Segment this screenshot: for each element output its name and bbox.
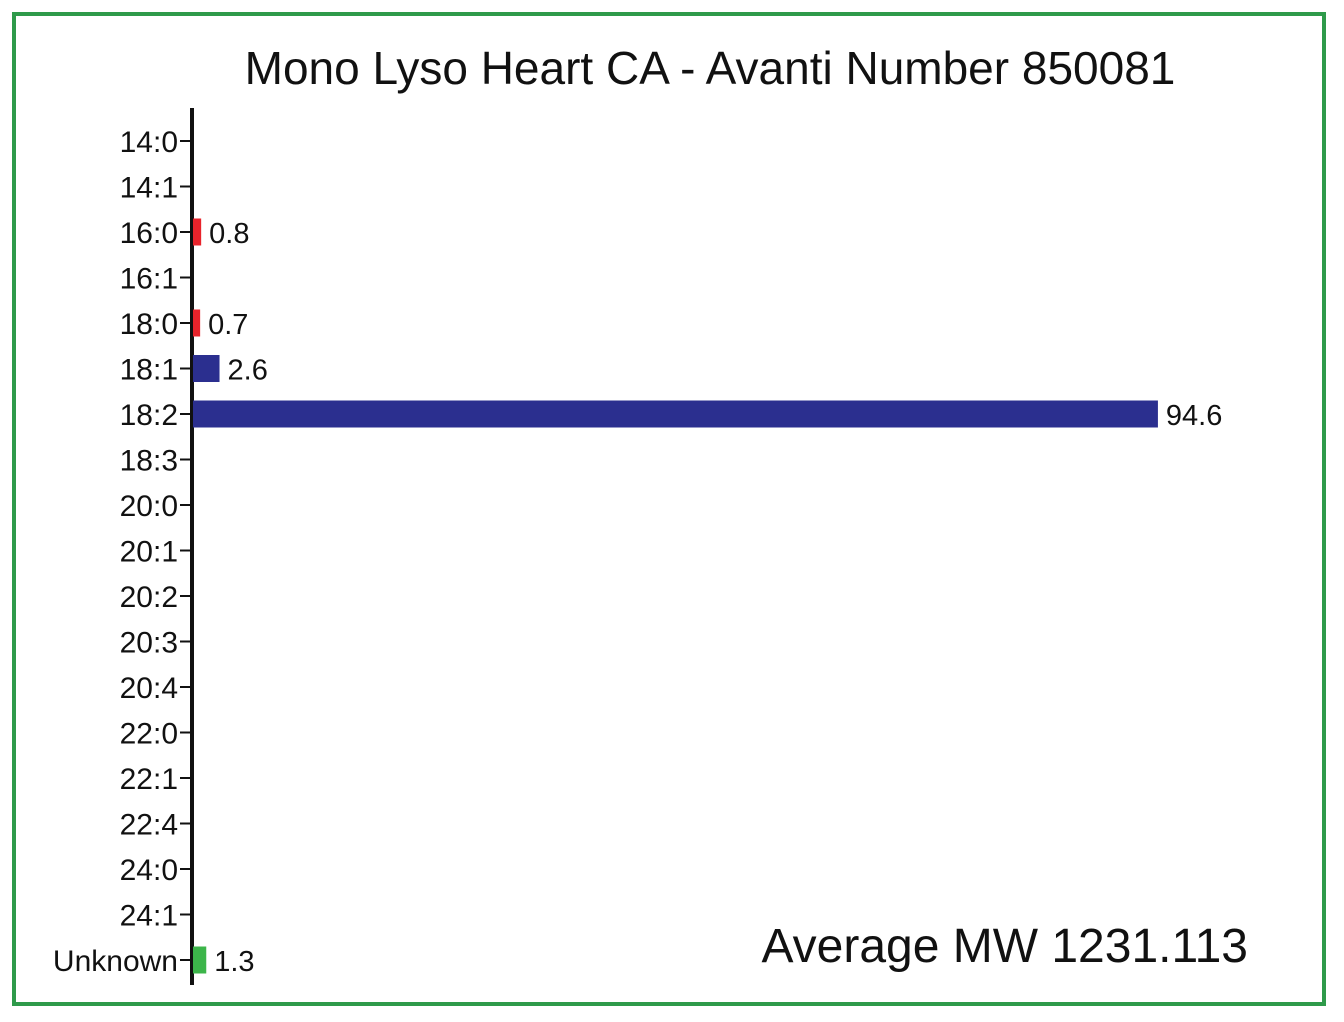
average-mw-annotation: Average MW 1231.113 xyxy=(761,920,1248,973)
y-tick-label: 22:0 xyxy=(120,718,178,751)
y-tick-label: 22:4 xyxy=(120,809,178,842)
y-tick-label: 18:3 xyxy=(120,445,178,478)
bar-value-label: 94.6 xyxy=(1166,400,1222,432)
y-tick-label: 24:0 xyxy=(120,854,178,887)
y-tick-label: 20:2 xyxy=(120,581,178,614)
y-tick-label: 16:1 xyxy=(120,263,178,296)
y-tick-label: 22:1 xyxy=(120,763,178,796)
bar xyxy=(193,400,1158,428)
y-tick-label: 24:1 xyxy=(120,900,178,933)
bar xyxy=(193,355,220,382)
y-tick-label: 14:0 xyxy=(120,126,178,159)
chart-title: Mono Lyso Heart CA - Avanti Number 85008… xyxy=(245,42,1176,94)
y-axis: 14:0 14:1 16:0 16:1 18:0 18:1 18:2 18:3 20:0 20:1… xyxy=(53,108,194,985)
bar xyxy=(193,309,201,337)
y-tick-label: 20:0 xyxy=(120,490,178,523)
bar xyxy=(193,218,202,246)
chart-frame: Mono Lyso Heart CA - Avanti Number 85008… xyxy=(12,12,1326,1006)
y-tick-label: 16:0 xyxy=(120,217,178,250)
y-tick-label: 20:3 xyxy=(120,627,178,660)
bar-value-label: 0.7 xyxy=(208,309,248,341)
bar xyxy=(193,946,207,974)
y-tick-label: 18:1 xyxy=(120,354,178,387)
y-tick-label: 20:1 xyxy=(120,536,178,569)
value-labels: 0.8 0.7 2.6 94.6 1.3 xyxy=(208,218,1222,978)
y-tick-label: 18:0 xyxy=(120,308,178,341)
y-tick-label: 18:2 xyxy=(120,399,178,432)
bar-value-label: 2.6 xyxy=(228,355,268,387)
y-tick-label: 20:4 xyxy=(120,672,178,705)
bars xyxy=(193,218,1158,974)
y-tick-label: Unknown xyxy=(53,945,178,978)
bar-chart: Mono Lyso Heart CA - Avanti Number 85008… xyxy=(53,42,1248,985)
y-tick-label: 14:1 xyxy=(120,172,178,205)
bar-value-label: 1.3 xyxy=(214,946,254,978)
bar-value-label: 0.8 xyxy=(209,218,249,250)
